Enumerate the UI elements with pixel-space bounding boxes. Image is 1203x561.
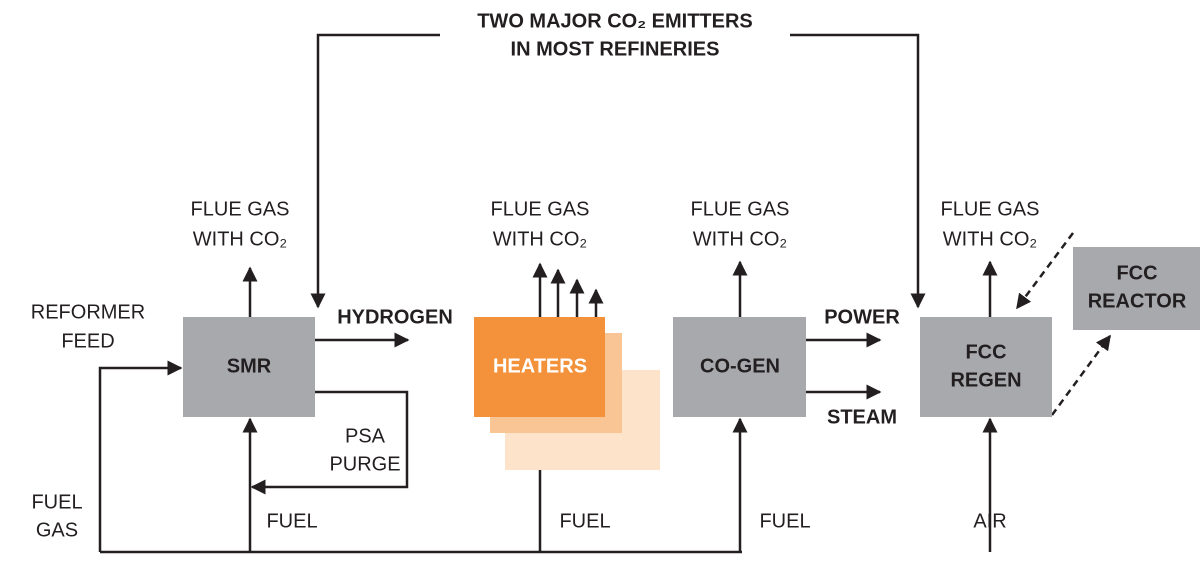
flue-gas-label: WITH CO₂ (943, 228, 1037, 250)
stream-label: FUEL (266, 510, 317, 532)
title: TWO MAJOR CO₂ EMITTERS (477, 10, 753, 32)
stream-label: FUEL (31, 491, 82, 513)
boxes (183, 247, 1200, 470)
node-label: REGEN (950, 369, 1021, 391)
stream-label: HYDROGEN (337, 306, 453, 328)
flue-gas-label: FLUE GAS (191, 198, 290, 220)
stream-label: POWER (824, 306, 900, 328)
stream-label: PURGE (329, 453, 400, 475)
node-label: REACTOR (1088, 290, 1187, 312)
flue-gas-label: WITH CO₂ (193, 228, 287, 250)
stream-label: REFORMER (31, 301, 145, 323)
stream-label: FEED (61, 330, 114, 352)
title: IN MOST REFINERIES (511, 38, 720, 60)
connectors (98, 33, 1112, 554)
stream-label: PSA (345, 425, 386, 447)
labels: TWO MAJOR CO₂ EMITTERS IN MOST REFINERIES… (31, 10, 1187, 541)
stream-label: AIR (973, 510, 1006, 532)
node-label: FCC (1116, 262, 1157, 284)
stream-label: STEAM (827, 406, 897, 428)
node-label: SMR (227, 355, 272, 377)
flue-gas-label: FLUE GAS (491, 198, 590, 220)
node-label: HEATERS (493, 355, 587, 377)
stream-label: FUEL (759, 510, 810, 532)
stream-label: GAS (36, 519, 78, 541)
flue-gas-label: WITH CO₂ (693, 228, 787, 250)
flue-gas-label: FLUE GAS (691, 198, 790, 220)
stream-label: FUEL (559, 510, 610, 532)
node-label: CO-GEN (700, 355, 780, 377)
flue-gas-label: FLUE GAS (941, 198, 1040, 220)
flue-gas-label: WITH CO₂ (493, 228, 587, 250)
node-label: FCC (965, 341, 1006, 363)
